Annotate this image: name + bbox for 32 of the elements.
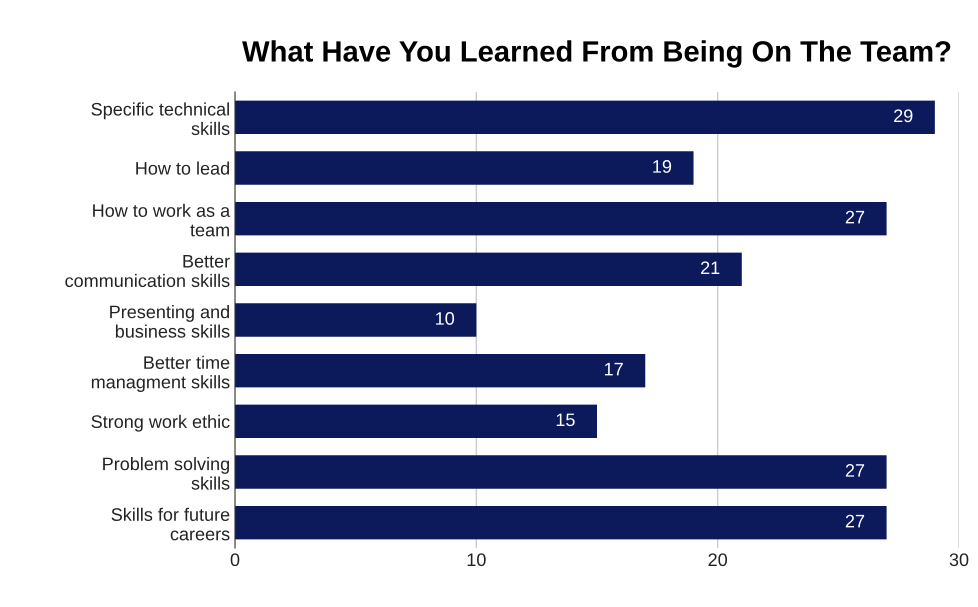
bar	[235, 252, 742, 286]
data-label: 27	[846, 464, 864, 477]
y-tick-label: Specific technical skills	[91, 102, 230, 136]
y-tick-label: Better time managment skills	[92, 356, 230, 392]
x-tick-label: 0	[230, 553, 240, 566]
bar	[235, 303, 476, 337]
data-label: 29	[894, 109, 912, 122]
bar	[235, 455, 887, 489]
y-tick-label: How to work as a team	[93, 204, 230, 236]
data-label: 10	[436, 312, 454, 325]
bar	[235, 151, 694, 185]
bar	[235, 100, 935, 134]
bar	[235, 404, 597, 438]
y-tick-label: How to lead	[136, 161, 229, 175]
y-tick-label: Skills for future careers	[112, 508, 230, 540]
data-label: 19	[653, 160, 672, 173]
bar	[235, 354, 646, 388]
y-tick-label: Problem solving skills	[103, 457, 230, 490]
x-tick-label: 30	[950, 553, 968, 566]
chart-title: What Have You Learned From Being On The Team?	[242, 40, 950, 68]
x-tick-label: 10	[468, 553, 486, 566]
x-tick-label: 20	[708, 553, 728, 566]
data-label: 21	[701, 261, 720, 274]
y-tick-label: Presenting and business skills	[110, 305, 230, 338]
data-label: 27	[846, 514, 864, 528]
data-label: 15	[556, 414, 575, 426]
bar	[235, 506, 887, 540]
bar	[235, 202, 887, 236]
data-label: 27	[846, 210, 864, 224]
y-tick-label: Strong work ethic	[91, 414, 230, 432]
y-tick-label: Better communication skills	[65, 255, 230, 288]
data-label: 17	[604, 362, 623, 376]
